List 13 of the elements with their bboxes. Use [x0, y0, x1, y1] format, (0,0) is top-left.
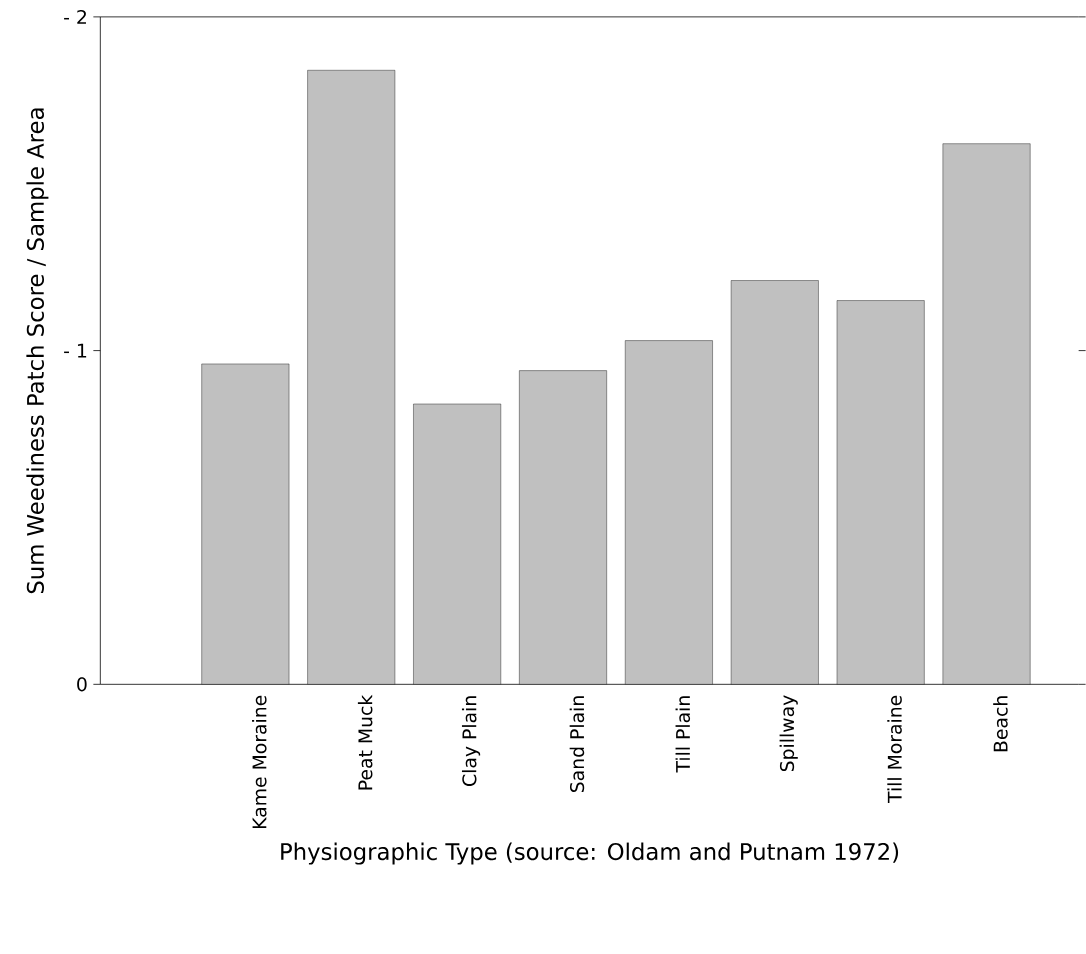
- x-axis-title: Physiographic Type (source: Oldam and Putnam 1972): [281, 842, 899, 865]
- x-tick-label: Till Plain: [675, 696, 691, 773]
- x-tick-label: Spillway: [779, 695, 798, 771]
- x-tick-label: Kame Moraine: [252, 695, 267, 828]
- y-tick-label: - 2: [64, 9, 86, 24]
- x-tick-label: Till Moraine: [887, 695, 902, 803]
- x-tick-label: Beach: [993, 696, 1008, 751]
- x-tick-label: Sand Plain: [569, 696, 585, 792]
- y-tick-label: - 1: [64, 343, 87, 358]
- y-tick-label: 0: [77, 676, 87, 692]
- y-axis-title: Sum Weediness Patch Score / Sample Area: [26, 108, 49, 593]
- x-tick-label: Clay Plain: [461, 696, 481, 786]
- x-tick-label: Peat Muck: [357, 694, 373, 790]
